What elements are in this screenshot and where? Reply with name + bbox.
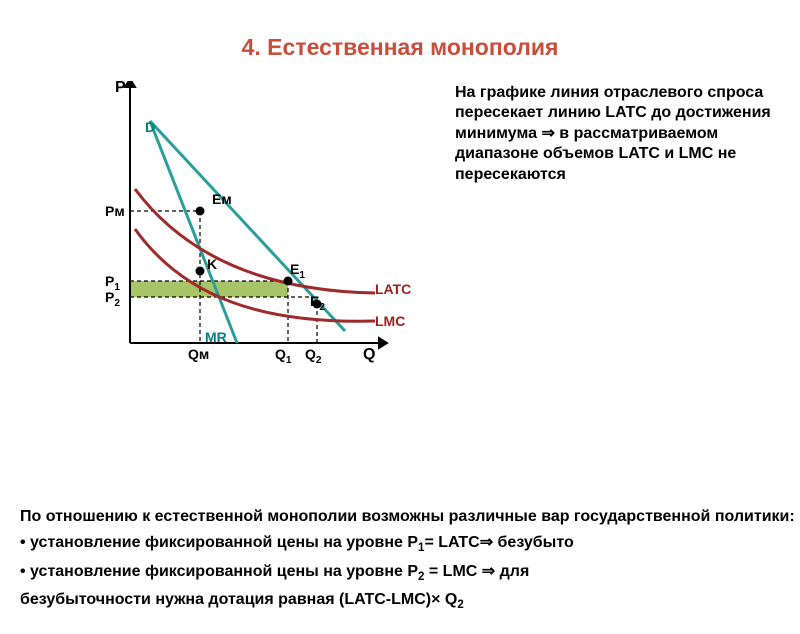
- chart-svg: [65, 81, 425, 371]
- point-label-k: K: [207, 256, 217, 272]
- policy-bullet-1: • установление фиксированной цены на уро…: [20, 532, 800, 557]
- price-label-pm: Pм: [105, 203, 125, 219]
- policy-intro: По отношению к естественной монополии во…: [20, 506, 800, 528]
- curve-label-lmc: LMC: [375, 313, 405, 329]
- curve-label-mr: MR: [205, 329, 227, 345]
- policy-text: По отношению к естественной монополии во…: [20, 506, 800, 618]
- upper-row: P Q D MR LATC LMC Eм K E1 E2 Pм P1 P2 Qм…: [0, 81, 800, 391]
- point-label-e1: E1: [290, 261, 305, 281]
- chart-area: P Q D MR LATC LMC Eм K E1 E2 Pм P1 P2 Qм…: [65, 81, 445, 391]
- qty-label-q2: Q2: [305, 346, 322, 366]
- cost-curves: [135, 189, 375, 321]
- policy-bullet-2: • установление фиксированной цены на уро…: [20, 561, 800, 586]
- qty-label-qm: Qм: [188, 346, 209, 362]
- axis-label-p: P: [115, 79, 126, 97]
- price-label-p2: P2: [105, 289, 120, 309]
- axes: [125, 81, 387, 348]
- point-label-em: Eм: [212, 191, 232, 207]
- point-label-e2: E2: [310, 293, 325, 313]
- qty-label-q1: Q1: [275, 346, 292, 366]
- axis-label-q: Q: [363, 346, 375, 364]
- curve-label-latc: LATC: [375, 281, 411, 297]
- curve-label-d: D: [145, 119, 155, 135]
- policy-bullet-3: безубыточности нужна дотация равная (LAT…: [20, 589, 800, 614]
- page-title: 4. Естественная монополия: [0, 34, 800, 61]
- profit-loss-region: [130, 281, 288, 297]
- description-text: На графике линия отраслевого спроса пере…: [455, 83, 785, 391]
